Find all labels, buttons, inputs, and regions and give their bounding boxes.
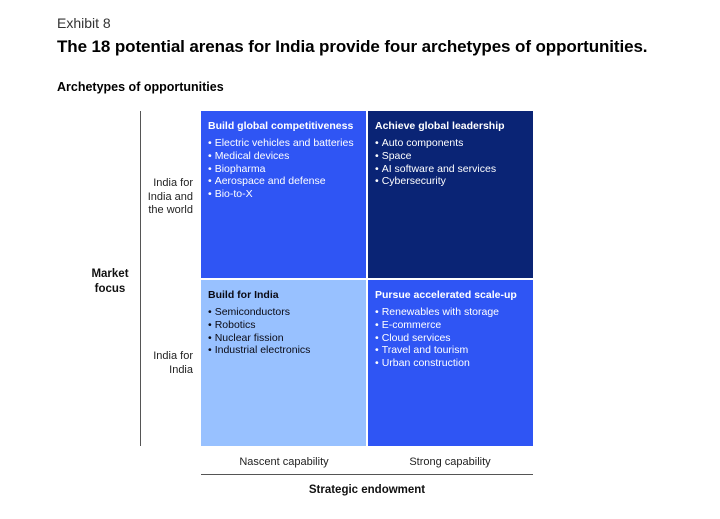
exhibit-label: Exhibit 8 <box>57 15 111 31</box>
list-item: Nuclear fission <box>208 332 359 345</box>
y-axis-title: Market focus <box>80 267 140 297</box>
y-axis-label-top-line: the world <box>148 204 193 216</box>
quadrant-top-left: Build global competitiveness Electric ve… <box>201 111 366 278</box>
list-item: Biopharma <box>208 163 359 176</box>
quadrant-bottom-left: Build for India Semiconductors Robotics … <box>201 280 366 446</box>
quadrant-list: Auto components Space AI software and se… <box>375 137 526 188</box>
quadrant-grid: Build global competitiveness Electric ve… <box>201 111 533 446</box>
y-axis-title-line-2: focus <box>94 283 126 295</box>
y-axis-label-top-line: India for <box>153 177 193 189</box>
list-item: Cybersecurity <box>375 175 526 188</box>
list-item: Cloud services <box>375 332 526 345</box>
list-item: Space <box>375 150 526 163</box>
quadrant-title: Pursue accelerated scale-up <box>375 289 517 301</box>
x-axis-label-left: Nascent capability <box>239 456 329 468</box>
list-item: Medical devices <box>208 150 359 163</box>
y-axis-label-bottom: India for India <box>138 350 193 377</box>
list-item: Renewables with storage <box>375 306 526 319</box>
list-item: Robotics <box>208 319 359 332</box>
y-axis-title-line-1: Market <box>91 268 129 280</box>
x-axis-title: Strategic endowment <box>308 484 426 496</box>
list-item: Travel and tourism <box>375 344 526 357</box>
list-item: Industrial electronics <box>208 344 359 357</box>
list-item: Auto components <box>375 137 526 150</box>
diagram-subtitle: Archetypes of opportunities <box>57 80 224 94</box>
list-item: Semiconductors <box>208 306 359 319</box>
quadrant-list: Semiconductors Robotics Nuclear fission … <box>208 306 359 357</box>
list-item: Aerospace and defense <box>208 175 359 188</box>
y-axis-label-bottom-line: India <box>169 363 193 376</box>
x-axis-label-right: Strong capability <box>409 456 491 468</box>
quadrant-list: Electric vehicles and batteries Medical … <box>208 137 359 201</box>
quadrant-top-right: Achieve global leadership Auto component… <box>368 111 533 278</box>
y-axis-label-top: India for India and the world <box>138 177 193 218</box>
quadrant-title: Build global competitiveness <box>208 120 354 132</box>
list-item: Electric vehicles and batteries <box>208 137 359 150</box>
page-title: The 18 potential arenas for India provid… <box>57 37 648 56</box>
list-item: E-commerce <box>375 319 526 332</box>
list-item: Urban construction <box>375 357 526 370</box>
x-axis-line <box>201 474 533 475</box>
y-axis-line <box>140 111 141 446</box>
y-axis-label-bottom-line: India for <box>153 350 193 362</box>
list-item: Bio-to-X <box>208 188 359 201</box>
quadrant-title: Achieve global leadership <box>375 120 505 132</box>
quadrant-list: Renewables with storage E-commerce Cloud… <box>375 306 526 370</box>
quadrant-bottom-right: Pursue accelerated scale-up Renewables w… <box>368 280 533 446</box>
quadrant-title: Build for India <box>208 289 279 301</box>
y-axis-label-top-line: India and <box>147 190 193 203</box>
list-item: AI software and services <box>375 163 526 176</box>
